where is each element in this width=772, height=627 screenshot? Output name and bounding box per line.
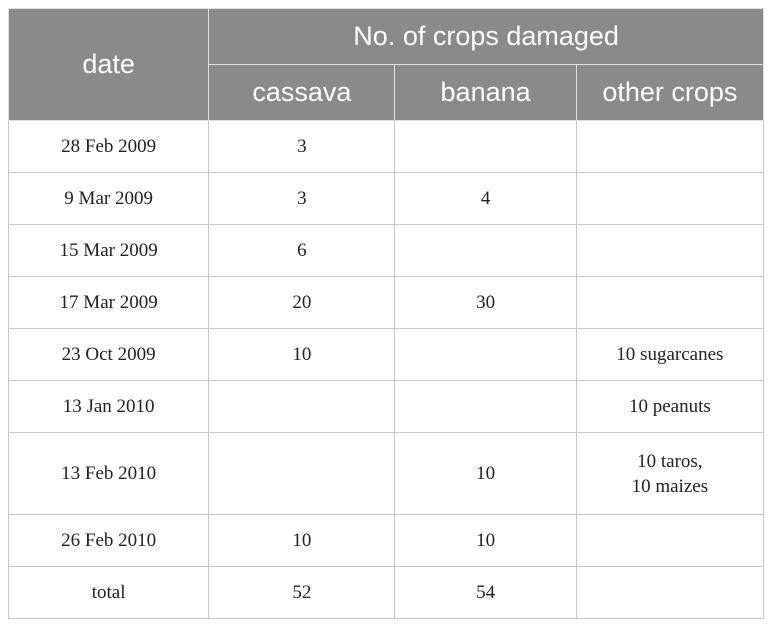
cassava-cell: 3 — [208, 172, 396, 225]
cassava-cell — [208, 432, 396, 515]
other-crops-cell — [575, 514, 765, 567]
cassava-cell: 20 — [208, 276, 396, 329]
banana-cell: 54 — [394, 566, 577, 619]
date-cell: 13 Feb 2010 — [7, 432, 210, 515]
banana-cell: 4 — [394, 172, 577, 225]
cassava-cell: 52 — [208, 566, 396, 619]
date-cell: total — [7, 566, 210, 619]
date-cell: 28 Feb 2009 — [7, 120, 210, 173]
cassava-cell: 10 — [208, 514, 396, 567]
table-row: 13 Jan 2010 10 peanuts — [7, 380, 765, 433]
banana-cell — [394, 224, 577, 277]
other-crops-cell: 10 sugarcanes — [575, 328, 765, 381]
table-row: 28 Feb 2009 3 — [7, 120, 765, 173]
table-header: date No. of crops damaged cassava banana… — [7, 8, 765, 121]
date-cell: 23 Oct 2009 — [7, 328, 210, 381]
banana-cell — [394, 328, 577, 381]
header-date: date — [7, 8, 210, 121]
date-cell: 26 Feb 2010 — [7, 514, 210, 567]
other-crops-cell — [575, 276, 765, 329]
table-row: 15 Mar 2009 6 — [7, 224, 765, 277]
banana-cell: 10 — [394, 514, 577, 567]
header-other-crops: other crops — [575, 64, 765, 121]
header-cassava: cassava — [208, 64, 396, 121]
other-crops-line: 10 sugarcanes — [616, 344, 724, 365]
header-row-top: date No. of crops damaged — [7, 8, 764, 121]
table-row: 9 Mar 2009 3 4 — [7, 172, 765, 225]
other-crops-cell — [575, 120, 765, 173]
other-crops-cell: 10 taros, 10 maizes — [575, 432, 765, 515]
date-cell: 15 Mar 2009 — [7, 224, 210, 277]
crop-damage-table: date No. of crops damaged cassava banana… — [7, 8, 765, 619]
table-row: 26 Feb 2010 10 10 — [7, 514, 765, 567]
other-crops-cell — [575, 224, 765, 277]
header-row-sub: cassava banana other crops — [9, 64, 765, 121]
table-row: 17 Mar 2009 20 30 — [7, 276, 765, 329]
banana-cell — [394, 380, 577, 433]
other-crops-cell — [575, 566, 765, 619]
table-row: 13 Feb 2010 10 10 taros, 10 maizes — [7, 432, 765, 515]
other-crops-line: 10 peanuts — [628, 396, 711, 417]
cassava-cell: 6 — [208, 224, 396, 277]
cassava-cell: 3 — [208, 120, 396, 173]
banana-cell: 10 — [394, 432, 577, 515]
banana-cell — [394, 120, 577, 173]
date-cell: 17 Mar 2009 — [7, 276, 210, 329]
table-body: 28 Feb 2009 3 9 Mar 2009 3 4 15 Mar 2009 6 17 M… — [7, 120, 765, 619]
cassava-cell: 10 — [208, 328, 396, 381]
header-banana: banana — [394, 64, 577, 121]
other-crops-cell — [575, 172, 765, 225]
date-cell: 9 Mar 2009 — [7, 172, 210, 225]
other-crops-line: 10 maizes — [631, 475, 709, 497]
table-row: 23 Oct 2009 10 10 sugarcanes — [7, 328, 765, 381]
banana-cell: 30 — [394, 276, 577, 329]
header-crops-damaged: No. of crops damaged — [208, 8, 764, 65]
cassava-cell — [208, 380, 396, 433]
table-row: total 52 54 — [7, 566, 765, 619]
other-crops-cell: 10 peanuts — [575, 380, 765, 433]
other-crops-line: 10 taros, — [637, 450, 703, 472]
date-cell: 13 Jan 2010 — [7, 380, 210, 433]
